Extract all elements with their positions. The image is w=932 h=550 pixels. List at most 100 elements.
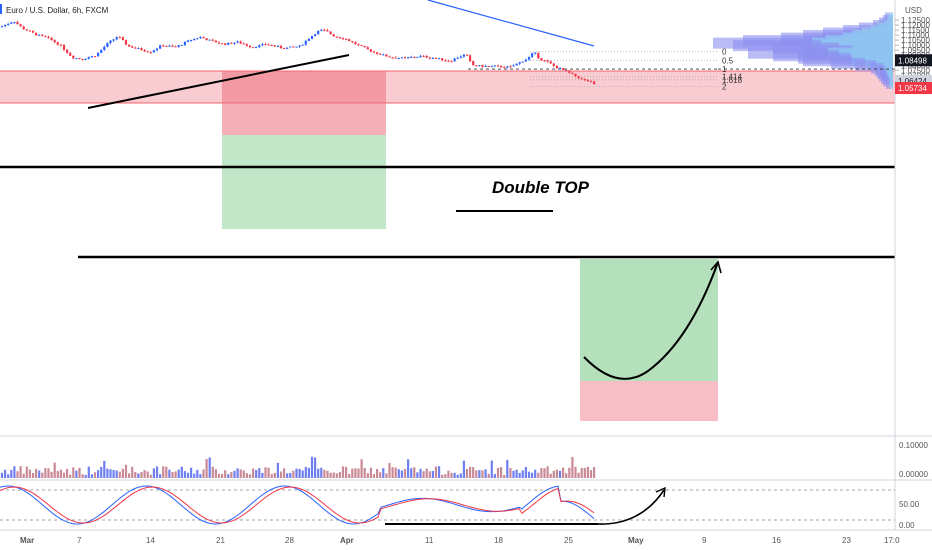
- volume-bar: [459, 473, 462, 478]
- volume-bar: [574, 466, 577, 478]
- candle-down: [221, 43, 224, 45]
- candle-down: [546, 60, 549, 62]
- volume-bar: [379, 472, 382, 478]
- volume-bar: [372, 474, 376, 478]
- candle-up: [109, 40, 112, 44]
- time-tick-label: 18: [494, 536, 503, 545]
- supply-zone: [0, 71, 895, 103]
- volume-bar: [261, 472, 264, 478]
- volume-bar: [503, 474, 506, 478]
- chart-header: Euro / U.S. Dollar, 6h, FXCM: [0, 4, 109, 15]
- osc-tick-label: 50.00: [899, 500, 920, 509]
- candle-up: [261, 44, 264, 46]
- candle-down: [574, 73, 577, 77]
- time-tick-label: 17:0: [884, 536, 900, 545]
- candle-up: [0, 26, 4, 28]
- volume-bar: [329, 472, 332, 478]
- candle-down: [434, 57, 438, 59]
- candle-up: [38, 34, 41, 36]
- candle-down: [66, 49, 69, 53]
- candle-up: [521, 61, 524, 63]
- volume-bar: [571, 456, 574, 478]
- volume-bar: [366, 473, 369, 478]
- volume-bar: [146, 471, 149, 478]
- volume-bar: [31, 472, 35, 478]
- volume-bar: [152, 468, 155, 478]
- candle-down: [376, 52, 379, 54]
- volume-bar: [159, 474, 162, 478]
- blue-trend-line[interactable]: [427, 0, 595, 47]
- candle-down: [568, 70, 571, 73]
- candle-down: [31, 31, 35, 33]
- volume-bar: [78, 467, 81, 478]
- trend-line[interactable]: [87, 54, 350, 109]
- candle-up: [453, 58, 456, 62]
- candle-down: [552, 63, 555, 66]
- candle-down: [329, 31, 332, 35]
- volume-bar: [332, 472, 335, 478]
- candle-up: [87, 57, 90, 59]
- candle-up: [301, 44, 304, 46]
- volume-bar: [341, 466, 345, 478]
- candle-down: [211, 39, 214, 41]
- candle-down: [69, 52, 72, 56]
- volume-bar: [304, 466, 307, 478]
- volume-bar: [323, 469, 326, 478]
- candle-up: [258, 45, 261, 48]
- volume-bar: [586, 466, 589, 478]
- candle-up: [317, 30, 320, 35]
- candle-down: [174, 46, 177, 48]
- volume-bar: [320, 467, 323, 478]
- volume-bar: [19, 466, 22, 478]
- projection-curve: [583, 261, 719, 380]
- volume-bar: [552, 470, 555, 478]
- volume-bar: [441, 474, 444, 478]
- volume-bar: [484, 469, 487, 478]
- long-target-box: [580, 259, 718, 381]
- price-badge: [895, 82, 932, 95]
- volume-bar: [174, 471, 177, 478]
- time-tick-label: Apr: [340, 536, 354, 545]
- volume-bar: [391, 467, 394, 478]
- volume-bar: [289, 472, 292, 478]
- candle-down: [279, 45, 283, 48]
- volume-bar: [472, 467, 475, 478]
- time-tick-label: 9: [702, 536, 707, 545]
- volume-bar: [490, 460, 493, 478]
- volume-bar: [16, 471, 19, 478]
- candle-up: [298, 45, 301, 47]
- candle-up: [310, 35, 314, 39]
- candle-up: [186, 40, 190, 42]
- fib-level-label: 1: [722, 65, 727, 74]
- candle-up: [152, 50, 155, 53]
- candle-down: [143, 50, 146, 52]
- fib-level-label: 1.414: [722, 72, 743, 81]
- volume-bar: [286, 473, 289, 478]
- volume-bar: [335, 473, 338, 478]
- price-badge-label: 1.06424: [898, 77, 927, 86]
- volume-bar: [196, 469, 199, 478]
- volume-bar: [255, 470, 258, 478]
- candle-down: [124, 40, 128, 45]
- candle-up: [506, 66, 509, 68]
- candle-up: [397, 57, 400, 59]
- volume-bar: [47, 468, 50, 478]
- time-tick-label: 28: [285, 536, 294, 545]
- volume-bar: [165, 466, 168, 478]
- volume-bar: [562, 467, 565, 478]
- volume-bar: [493, 474, 496, 478]
- volume-bar: [363, 467, 366, 478]
- volume-bar: [295, 468, 298, 478]
- candle-down: [555, 65, 558, 69]
- volume-bar: [0, 472, 4, 478]
- volume-bar: [4, 469, 7, 478]
- volume-bar: [509, 468, 512, 478]
- time-axis[interactable]: Mar 7 14 21 28 Apr 11 18 25 May 9 16 23 17:0: [20, 536, 900, 545]
- candle-down: [335, 36, 338, 38]
- candle-up: [314, 34, 317, 36]
- series-marker: [0, 4, 2, 14]
- candle-down: [503, 67, 506, 69]
- volume-bar: [149, 474, 152, 478]
- candle-down: [583, 78, 586, 81]
